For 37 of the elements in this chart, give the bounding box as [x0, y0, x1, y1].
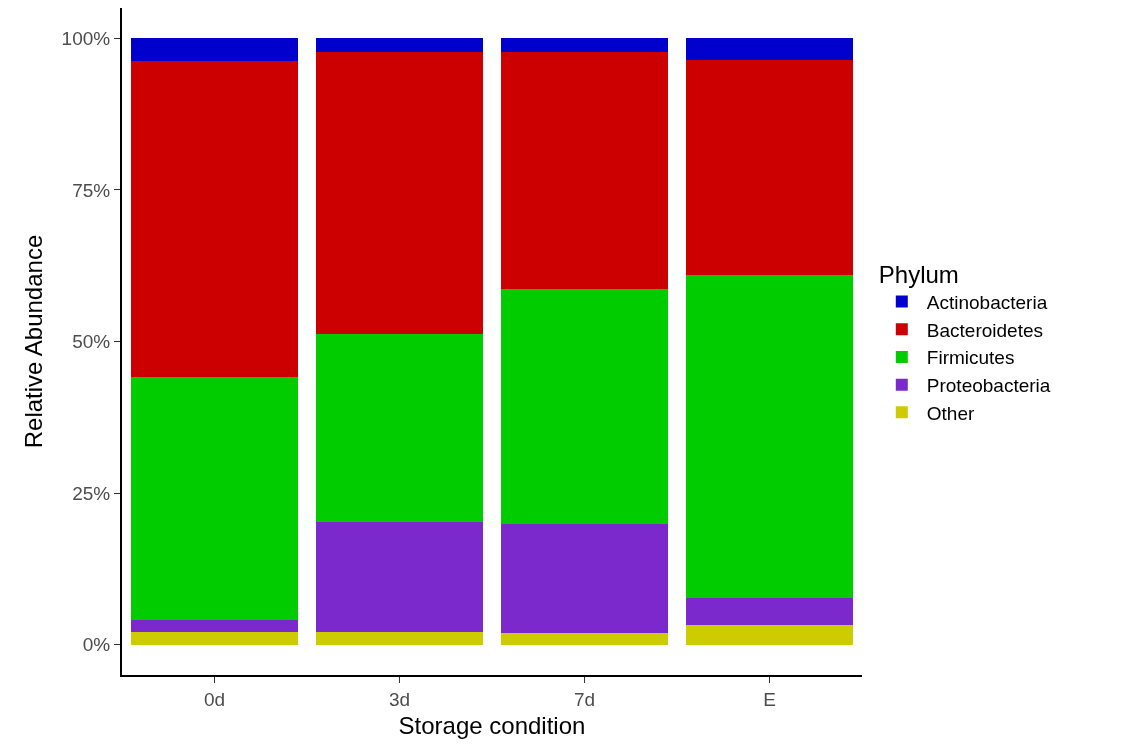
bar — [686, 38, 853, 60]
x-tick-label: E — [763, 688, 776, 710]
bar — [686, 59, 853, 275]
x-axis-title: Storage condition — [398, 711, 586, 739]
bar — [131, 38, 298, 62]
y-tick-label: 75% — [72, 179, 111, 201]
legend-label: Other — [926, 402, 975, 424]
bar — [501, 632, 668, 645]
legend-label: Bacteroidetes — [926, 319, 1043, 341]
bar — [316, 52, 483, 334]
bar — [316, 333, 483, 523]
y-tick-label: 100% — [61, 27, 111, 49]
y-tick-label: 50% — [72, 331, 111, 353]
bar — [686, 274, 853, 598]
legend-title: Phylum — [878, 260, 959, 288]
y-axis-title: Relative Abundance — [20, 234, 48, 449]
bar — [686, 597, 853, 625]
bar — [501, 52, 668, 289]
bar — [316, 38, 483, 53]
x-tick-label: 3d — [388, 688, 411, 710]
y-tick-label: 25% — [72, 482, 111, 504]
legend-label: Proteobacteria — [926, 375, 1051, 397]
bar — [316, 631, 483, 645]
bar — [131, 61, 298, 378]
y-tick-label: 0% — [82, 634, 111, 656]
legend-label: Actinobacteria — [926, 291, 1048, 313]
bar — [316, 522, 483, 632]
bar — [131, 631, 298, 645]
bar — [501, 288, 668, 525]
bar — [501, 38, 668, 53]
x-tick-label: 7d — [573, 688, 596, 710]
x-tick-label: 0d — [203, 688, 226, 710]
bar — [501, 524, 668, 633]
bar — [686, 624, 853, 645]
legend-label: Firmicutes — [926, 347, 1015, 369]
bar — [131, 619, 298, 632]
bar — [131, 377, 298, 620]
